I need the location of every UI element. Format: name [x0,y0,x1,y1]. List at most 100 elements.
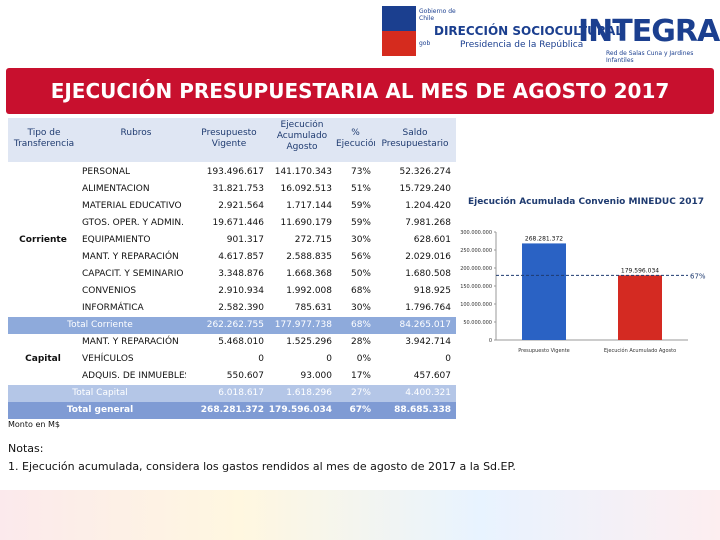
table-cell: 30% [350,303,371,313]
table-cell: 73% [350,167,371,177]
brand: INTEGRA [578,14,720,49]
table-cell: 1.204.420 [405,201,451,211]
column-header: Saldo Presupuestario [381,128,449,149]
y-tick-label: 100.000.000 [460,302,492,308]
table-cell: 2.029.016 [405,252,451,262]
table-cell: 0 [258,354,264,364]
table-cell: 68% [350,320,371,330]
table-cell: 3.942.714 [405,337,451,347]
table-cell: 28% [350,337,371,347]
table-cell: 1.668.368 [286,269,332,279]
table-cell: 1.717.144 [286,201,332,211]
gov-logo-sub: gob [419,40,431,47]
table-cell: CAPACIT. Y SEMINARIO [82,269,184,279]
y-tick-label: 250.000.000 [460,248,492,254]
chart-title: Ejecución Acumulada Convenio MINEDUC 201… [468,196,704,207]
brand-sub: Red de Salas Cuna y Jardines Infantiles [606,50,694,64]
table-cell: 0 [445,354,451,364]
table-cell: 59% [350,201,371,211]
y-tick-label: 50.000.000 [463,320,492,326]
column-header: Presupuesto Vigente [201,128,257,149]
table-cell: 193.496.617 [206,167,264,177]
table-cell: 67% [349,405,371,415]
table-cell: 88.685.338 [394,405,451,415]
notes-heading: Notas: [8,442,44,455]
table-cell: Total Capital [72,388,128,398]
value-label: 179.596.034 [621,267,659,274]
table-cell: CONVENIOS [82,286,137,296]
percent-label: 67% [690,272,706,280]
table-cell: 7.981.268 [405,218,451,228]
table-cell: 59% [350,218,371,228]
column-header: % Ejecución [336,128,375,149]
table-cell: Total general [66,405,134,415]
table-cell: 31.821.753 [212,184,264,194]
logo-stripe [382,31,416,56]
total-row-bg [8,385,456,402]
table-cell: 93.000 [300,371,333,381]
slide-title: EJECUCIÓN PRESUPUESTARIA AL MES DE AGOST… [6,68,714,114]
table-cell: 268.281.372 [200,405,264,415]
y-tick-label: 200.000.000 [460,266,492,272]
dept-title: DIRECCIÓN SOCIOCULTURAL [434,24,623,38]
total-row-bg [8,402,456,419]
table-cell: 785.631 [294,303,332,313]
table-cell: 16.092.513 [280,184,332,194]
total-row-bg [8,317,456,334]
note-item: 1. Ejecución acumulada, considera los ga… [8,460,516,473]
dept-sub: Presidencia de la República [460,40,584,50]
chart: Ejecución Acumulada Convenio MINEDUC 201… [460,196,706,354]
column-header: Tipo de Transferencia [13,128,75,149]
table-cell: 628.601 [413,235,451,245]
value-label: 268.281.372 [525,235,563,242]
y-tick-label: 150.000.000 [460,284,492,290]
table-cell: 1.796.764 [405,303,451,313]
table-cell: 51% [350,184,371,194]
table-cell: 30% [350,235,371,245]
table-cell: MANT. Y REPARACIÓN [82,337,179,347]
table-cell: 1.525.296 [286,337,332,347]
table-cell: 50% [350,269,371,279]
table-cell: 84.265.017 [399,320,451,330]
table-cell: 457.607 [413,371,451,381]
table-cell: 52.326.274 [399,167,451,177]
table-cell: 918.925 [413,286,451,296]
table-cell: 11.690.179 [280,218,332,228]
bar [618,275,662,340]
table-cell: 15.729.240 [399,184,451,194]
table-cell: 1.992.008 [286,286,332,296]
unit-note: Monto en M$ [8,420,60,429]
table-cell: 0 [326,354,332,364]
table-cell: ALIMENTACION [82,184,150,194]
gov-logo-text: Gobierno de Chile [419,8,456,22]
table-cell: VEHÍCULOS [82,354,134,364]
table-cell: 901.317 [226,235,264,245]
table-cell: 19.671.446 [212,218,264,228]
table-cell: 141.170.343 [274,167,332,177]
table-cell: 2.582.390 [218,303,264,313]
table-cell: GTOS. OPER. Y ADMIN. [82,218,184,228]
table-cell: 68% [350,286,371,296]
table-cell: 27% [350,388,371,398]
table-cell: MATERIAL EDUCATIVO [82,201,182,211]
table-cell: 177.977.738 [274,320,332,330]
header-bg [8,118,456,162]
x-tick-label: Ejecución Acumulado Agosto [604,347,676,354]
gov-logo [382,6,416,56]
y-tick-label: 300.000.000 [460,230,492,236]
table-cell: 262.262.755 [206,320,264,330]
x-tick-label: Presupuesto Vigente [518,348,570,354]
column-header: Rubros [120,128,152,138]
table-cell: 56% [350,252,371,262]
table-cell: 179.596.034 [268,405,332,415]
table-cell: 1.680.508 [405,269,451,279]
column-header: Ejecución Acumulado Agosto [276,120,328,152]
table-cell: 1.618.296 [286,388,332,398]
budget-table: Tipo de Transferencia Rubros Presupuesto V… [8,118,456,420]
bar [522,243,566,340]
table-cell: PERSONAL [82,167,131,177]
table-cell: 2.588.835 [286,252,332,262]
y-tick-label: 0 [489,338,492,344]
table-cell: 0% [356,354,371,364]
